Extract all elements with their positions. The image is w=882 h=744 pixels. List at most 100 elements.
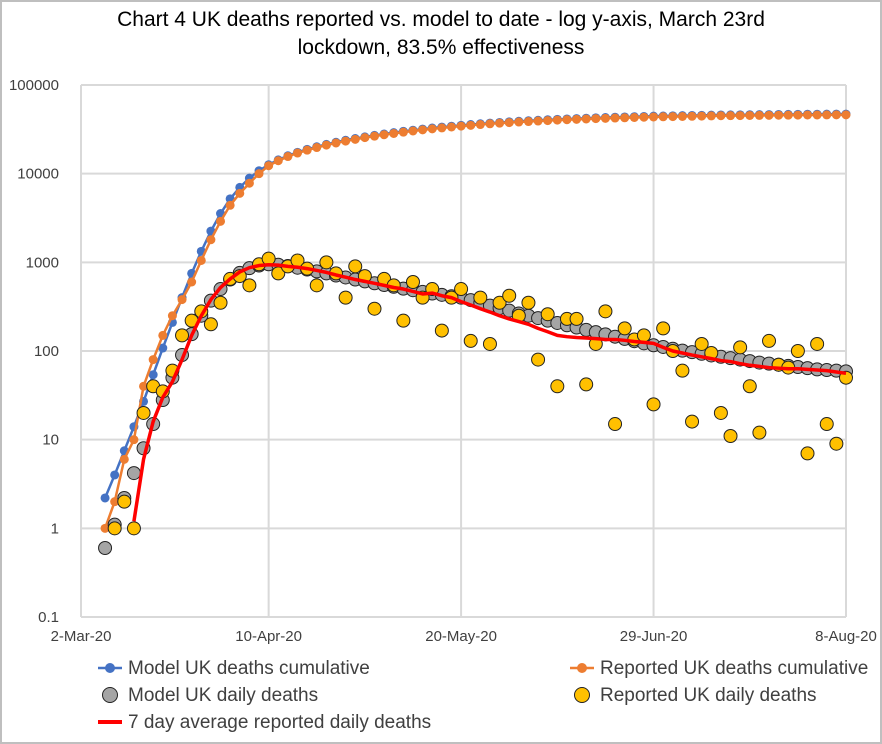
legend-marker [105, 663, 115, 673]
x-tick-label: 2-Mar-20 [51, 628, 112, 645]
data-point [598, 304, 613, 319]
data-point [129, 435, 139, 445]
data-point [360, 133, 370, 143]
data-point [617, 321, 632, 336]
data-point [148, 370, 158, 380]
data-point [456, 121, 466, 131]
data-point [379, 130, 389, 140]
data-point [167, 311, 177, 321]
data-point [187, 277, 197, 287]
data-point [341, 136, 351, 146]
data-point [408, 126, 418, 136]
x-tick-label: 8-Aug-20 [815, 628, 877, 645]
data-point [639, 112, 649, 122]
data-point [572, 114, 582, 124]
data-point [694, 336, 709, 351]
data-point [783, 110, 793, 120]
legend-label: 7 day average reported daily deaths [128, 712, 431, 733]
data-point [100, 523, 110, 533]
data-point [264, 161, 274, 171]
data-point [492, 295, 507, 310]
data-point [774, 110, 784, 120]
data-point [158, 343, 168, 353]
data-point [136, 405, 151, 420]
data-point [110, 470, 120, 480]
data-point [437, 123, 447, 133]
data-point [495, 118, 505, 128]
y-tick-label: 100000 [9, 77, 59, 94]
data-point [810, 336, 825, 351]
data-point [697, 111, 707, 121]
data-point [126, 466, 141, 481]
data-point [793, 110, 803, 120]
data-point [562, 115, 572, 125]
data-point [819, 417, 834, 432]
y-tick-label: 0.1 [38, 609, 59, 626]
data-point [454, 282, 469, 297]
data-point [543, 116, 553, 126]
data-point [841, 110, 851, 120]
data-point [126, 521, 141, 536]
data-point [348, 259, 363, 274]
data-point [514, 117, 524, 127]
legend-item: Model UK deaths cumulative [98, 658, 370, 679]
chart-title: Chart 4 UK deaths reported vs. model to … [0, 6, 882, 62]
data-point [242, 278, 257, 293]
data-point [434, 323, 449, 338]
data-point [812, 110, 822, 120]
data-point [581, 114, 591, 124]
data-point [629, 112, 639, 122]
legend-label: Model UK deaths cumulative [128, 658, 370, 679]
data-point [463, 333, 478, 348]
data-point [742, 379, 757, 394]
data-point [762, 333, 777, 348]
legend-marker [102, 687, 118, 703]
data-point [473, 290, 488, 305]
data-point [398, 127, 408, 137]
data-point [293, 148, 303, 158]
data-point [540, 307, 555, 322]
data-point [331, 138, 341, 148]
data-point [203, 317, 218, 332]
data-point [579, 377, 594, 392]
data-point [713, 405, 728, 420]
data-point [244, 178, 254, 188]
data-point [569, 311, 584, 326]
data-point [148, 355, 158, 365]
data-point [668, 112, 678, 122]
legend-item: Model UK daily deaths [102, 685, 318, 706]
data-point [117, 494, 132, 509]
data-point [466, 120, 476, 130]
legend-label: Reported UK deaths cumulative [600, 658, 868, 679]
data-point [591, 114, 601, 124]
data-point [745, 110, 755, 120]
legend-marker [574, 687, 590, 703]
data-point [502, 288, 517, 303]
data-point [107, 521, 122, 536]
data-point [177, 295, 187, 305]
data-point [100, 493, 110, 503]
series-7-day-average-reported-daily-deaths [132, 262, 847, 522]
data-point [158, 330, 168, 340]
data-point [504, 118, 514, 128]
data-point [829, 436, 844, 451]
data-point [764, 110, 774, 120]
series-reported-uk-deaths-cumulative [100, 110, 851, 533]
data-point [706, 111, 716, 121]
data-point [119, 454, 129, 464]
data-point [98, 541, 113, 556]
data-point [196, 255, 206, 265]
data-point [396, 313, 411, 328]
data-point [319, 255, 334, 270]
data-point [831, 110, 841, 120]
data-point [254, 169, 264, 179]
data-point [283, 152, 293, 162]
data-point [418, 125, 428, 135]
data-point [550, 379, 565, 394]
data-point [321, 140, 331, 150]
data-point [350, 134, 360, 144]
y-tick-label: 1000 [26, 254, 59, 271]
data-point [800, 446, 815, 461]
data-point [273, 156, 283, 166]
